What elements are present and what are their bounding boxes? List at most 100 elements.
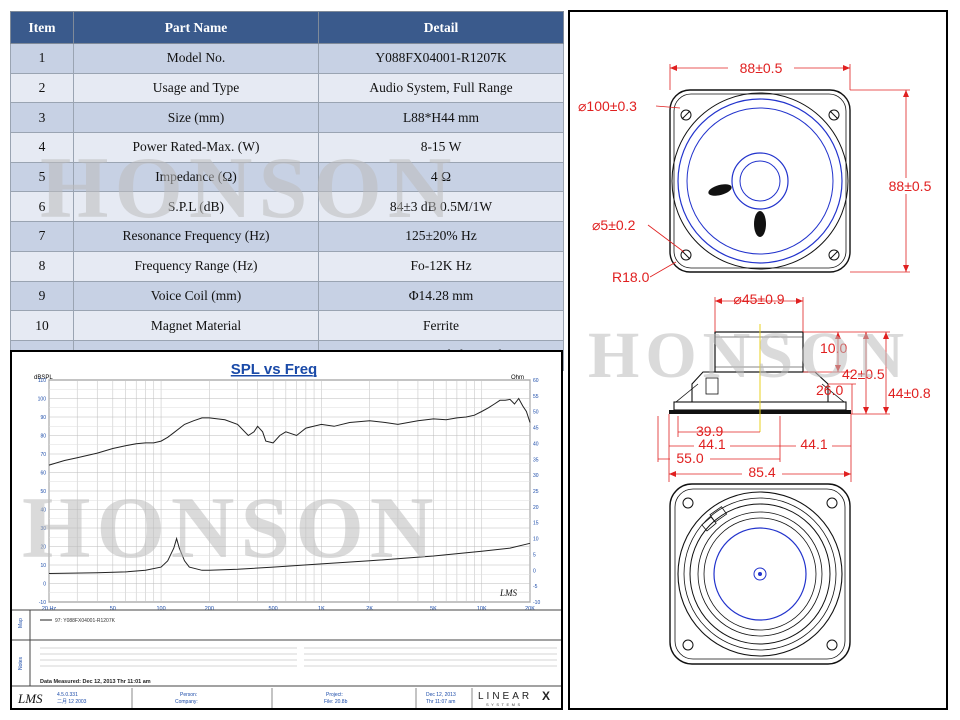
dim-44-height: 44±0.8 <box>888 385 931 401</box>
y-tick-label-left: 100 <box>38 397 47 403</box>
speaker-front-view: 88±0.5 ⌀100±0.3 88±0.5 ⌀5±0.2 R18.0 <box>578 59 945 285</box>
table-header-row: Item Part Name Detail <box>10 11 564 44</box>
x-tick-label: 20K <box>525 606 535 612</box>
header-detail: Detail <box>318 11 564 44</box>
dim-outer-diameter: ⌀100±0.3 <box>578 98 637 114</box>
y-tick-label-left: 0 <box>43 582 46 588</box>
x-tick-label: 50 <box>110 606 116 612</box>
cell-item: 10 <box>10 310 74 341</box>
cell-detail: 84±3 dB 0.5M/1W <box>318 191 564 223</box>
cell-detail: 125±20% Hz <box>318 221 564 252</box>
footer-company: Company: <box>175 699 198 705</box>
dim-39-9: 39.9 <box>696 423 723 439</box>
lms-footer-logo: LMS <box>17 691 43 706</box>
dim-44-1-right: 44.1 <box>800 436 827 452</box>
cell-part-name: Usage and Type <box>73 72 319 104</box>
table-row: 10 Magnet Material Ferrite <box>10 310 564 341</box>
y-tick-label-left: 30 <box>40 526 46 532</box>
x-tick-label: 500 <box>269 606 278 612</box>
linearx-logo: LINEAR <box>478 691 532 702</box>
y-tick-label-left: 10 <box>40 563 46 569</box>
speaker-rear-view <box>669 483 851 665</box>
y-tick-label-right: -5 <box>533 584 538 590</box>
dim-44-1-left: 44.1 <box>698 436 725 452</box>
series-spl-line <box>48 397 531 466</box>
cell-part-name: S.P.L (dB) <box>73 191 319 223</box>
dim-magnet-diameter: ⌀45±0.9 <box>733 291 784 307</box>
dim-height-side: 88±0.5 <box>889 178 932 194</box>
cell-item: 6 <box>10 191 74 223</box>
x-tick-label: 20 Hz <box>42 606 57 612</box>
dim-magnet-height: 10.0 <box>820 340 847 356</box>
y-tick-label-right: 5 <box>533 552 536 558</box>
x-tick-label: 5K <box>430 606 437 612</box>
footer-time: Thr 11:07 am <box>426 699 455 705</box>
footer-project: Project: <box>326 692 343 698</box>
x-tick-label: 200 <box>205 606 214 612</box>
cell-detail: Y088FX04001-R1207K <box>318 43 564 74</box>
table-row: 4 Power Rated-Max. (W) 8-15 W <box>10 132 564 163</box>
cell-detail: Ferrite <box>318 310 564 341</box>
y-tick-label-left: 40 <box>40 508 46 514</box>
legend-entry: 97: Y088FX04001-R1207K <box>55 618 116 624</box>
series-impedance-line <box>48 536 531 574</box>
dim-corner-radius: R18.0 <box>612 269 650 285</box>
table-body: 1 Model No. Y088FX04001-R1207K 2 Usage and T… <box>10 43 564 371</box>
dim-26: 26.0 <box>816 382 843 398</box>
lms-plot-logo: LMS <box>499 588 518 598</box>
cell-item: 4 <box>10 132 74 163</box>
y-tick-label-right: 35 <box>533 457 539 463</box>
cell-item: 2 <box>10 72 74 104</box>
cell-item: 1 <box>10 43 74 74</box>
x-tick-label: 100 <box>156 606 165 612</box>
cell-detail: 8-15 W <box>318 132 564 163</box>
table-row: 6 S.P.L (dB) 84±3 dB 0.5M/1W <box>10 191 564 223</box>
cell-item: 8 <box>10 250 74 282</box>
dim-55: 55.0 <box>676 450 703 466</box>
footer-version-date: 二月 12 2003 <box>57 699 87 705</box>
cell-part-name: Size (mm) <box>73 102 319 134</box>
y-tick-label-left: 70 <box>40 452 46 458</box>
linearx-subtitle: SYSTEMS <box>486 702 523 707</box>
y-tick-label-right: 60 <box>533 378 539 384</box>
cell-part-name: Power Rated-Max. (W) <box>73 132 319 163</box>
map-label: Map <box>18 618 24 628</box>
chart-title: SPL vs Freq <box>231 361 317 378</box>
footer-file: File: 20.8b <box>324 699 348 705</box>
table-row: 9 Voice Coil (mm) Φ14.28 mm <box>10 280 564 312</box>
cell-part-name: Resonance Frequency (Hz) <box>73 221 319 252</box>
table-row: 7 Resonance Frequency (Hz) 125±20% Hz <box>10 221 564 252</box>
y-tick-label-left: 60 <box>40 471 46 477</box>
y-tick-label-right: 10 <box>533 537 539 543</box>
header-item: Item <box>10 11 74 44</box>
table-row: 1 Model No. Y088FX04001-R1207K <box>10 43 564 74</box>
dim-42: 42±0.5 <box>842 366 885 382</box>
technical-drawing-panel: 88±0.5 ⌀100±0.3 88±0.5 ⌀5±0.2 R18.0 <box>568 10 948 710</box>
y-tick-label-right: 15 <box>533 521 539 527</box>
y-tick-label-left: 90 <box>40 415 46 421</box>
table-row: 8 Frequency Range (Hz) Fo-12K Hz <box>10 250 564 282</box>
y-tick-label-right: 45 <box>533 426 539 432</box>
cell-part-name: Magnet Material <box>73 310 319 341</box>
table-row: 2 Usage and Type Audio System, Full Range <box>10 72 564 104</box>
spl-chart: SPL vs Freq dBSPL Ohm 20 Hz 50 100 200 500 1K… <box>12 352 561 708</box>
cell-part-name: Impedance (Ω) <box>73 161 319 193</box>
spl-chart-panel: SPL vs Freq dBSPL Ohm 20 Hz 50 100 200 500 1K… <box>10 350 563 710</box>
y-axis-label-left: dBSPL <box>34 375 53 381</box>
cell-part-name: Voice Coil (mm) <box>73 280 319 312</box>
data-measured: Data Measured: Dec 12, 2013 Thr 11:01 am <box>40 679 151 685</box>
y-tick-label-right: 20 <box>533 505 539 511</box>
cell-detail: 4 Ω <box>318 161 564 193</box>
y-tick-label-right: -10 <box>533 600 540 606</box>
y-tick-label-right: 55 <box>533 394 539 400</box>
cell-detail: Fo-12K Hz <box>318 250 564 282</box>
cell-part-name: Model No. <box>73 43 319 74</box>
y-tick-label-right: 0 <box>533 568 536 574</box>
y-tick-label-right: 50 <box>533 410 539 416</box>
footer-date: Dec 12, 2013 <box>426 692 456 698</box>
x-tick-label: 1K <box>318 606 325 612</box>
table-row: 3 Size (mm) L88*H44 mm <box>10 102 564 134</box>
dim-hole-diameter: ⌀5±0.2 <box>592 217 636 233</box>
y-tick-label-right: 25 <box>533 489 539 495</box>
header-part-name: Part Name <box>73 11 319 44</box>
